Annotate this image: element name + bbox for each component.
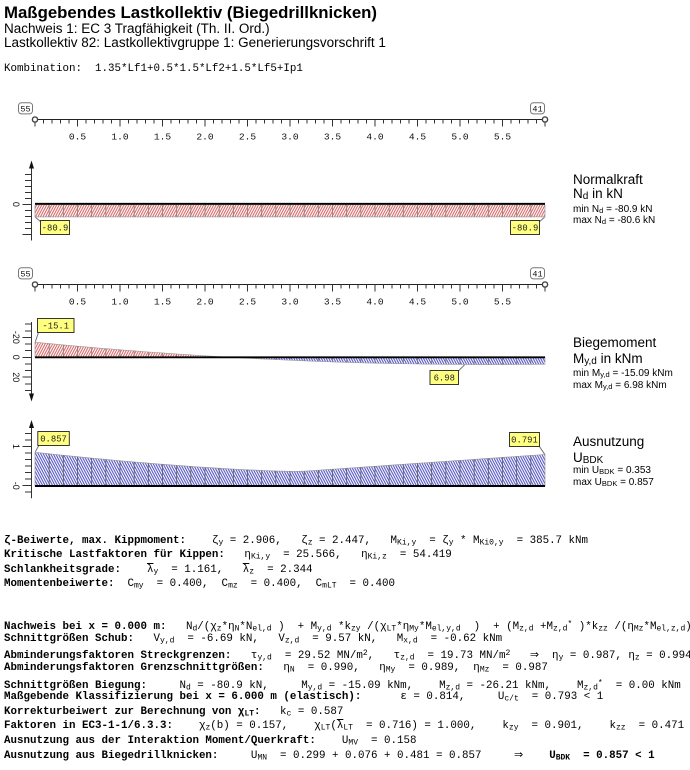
svg-text:0.857: 0.857 [40, 435, 67, 445]
svg-text:-0: -0 [11, 482, 21, 490]
svg-text:-80.9: -80.9 [42, 224, 69, 234]
svg-text:1.5: 1.5 [154, 132, 172, 143]
svg-text:0.5: 0.5 [69, 297, 87, 308]
svg-text:-80.9: -80.9 [512, 224, 539, 234]
svg-text:6.98: 6.98 [434, 374, 455, 384]
svg-text:0: 0 [11, 355, 21, 360]
svg-text:4.0: 4.0 [366, 297, 384, 308]
svg-text:1.0: 1.0 [111, 132, 129, 143]
svg-text:0: 0 [11, 202, 21, 207]
svg-text:2.0: 2.0 [196, 132, 214, 143]
svg-text:41: 41 [532, 105, 542, 115]
svg-text:4.0: 4.0 [366, 132, 384, 143]
svg-text:-15.1: -15.1 [42, 322, 69, 332]
svg-text:0.5: 0.5 [69, 132, 87, 143]
svg-text:5.5: 5.5 [494, 132, 512, 143]
svg-text:0.791: 0.791 [511, 436, 538, 446]
svg-text:20: 20 [11, 372, 21, 382]
svg-text:4.5: 4.5 [409, 297, 427, 308]
svg-text:-20: -20 [11, 331, 21, 344]
svg-text:1.0: 1.0 [111, 297, 129, 308]
svg-text:4.5: 4.5 [409, 132, 427, 143]
svg-text:2.5: 2.5 [239, 132, 257, 143]
svg-text:3.0: 3.0 [281, 132, 299, 143]
svg-text:3.5: 3.5 [324, 132, 342, 143]
svg-text:5.0: 5.0 [451, 297, 469, 308]
svg-text:2.5: 2.5 [239, 297, 257, 308]
svg-text:1: 1 [11, 444, 21, 449]
svg-text:55: 55 [20, 270, 30, 280]
svg-text:55: 55 [20, 105, 30, 115]
svg-text:3.0: 3.0 [281, 297, 299, 308]
svg-text:2.0: 2.0 [196, 297, 214, 308]
svg-text:5.0: 5.0 [451, 132, 469, 143]
svg-text:5.5: 5.5 [494, 297, 512, 308]
svg-text:3.5: 3.5 [324, 297, 342, 308]
svg-text:41: 41 [532, 270, 542, 280]
svg-text:1.5: 1.5 [154, 297, 172, 308]
